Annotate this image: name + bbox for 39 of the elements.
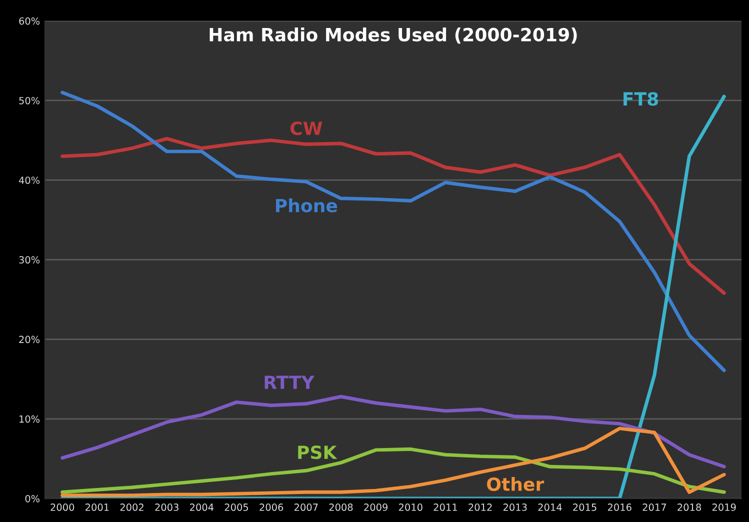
y-tick-label: 10% — [20, 415, 40, 423]
x-tick-label: 2018 — [678, 504, 701, 511]
y-tick-label: 40% — [18, 176, 40, 184]
line-series — [60, 426, 726, 498]
x-tick-label: 2005 — [224, 504, 248, 511]
x-tick-label: 2012 — [468, 504, 492, 511]
series-label: CW — [290, 122, 322, 136]
y-tick-label: 50% — [19, 96, 40, 104]
x-tick-label: 2019 — [712, 504, 736, 511]
x-tick-label: 2010 — [398, 504, 422, 511]
chart-title: Ham Radio Modes Used (2000-2019) — [210, 27, 577, 44]
x-tick-label: 2001 — [86, 504, 109, 511]
x-tick-label: 2017 — [642, 504, 666, 511]
x-tick-label: 2009 — [364, 504, 388, 511]
series-label: PSK — [298, 446, 338, 460]
y-tick-label: 60% — [19, 17, 40, 25]
y-tick-label: 30% — [19, 256, 40, 264]
x-tick-label: 2002 — [120, 504, 144, 511]
x-tick-label: 2000 — [50, 504, 74, 511]
y-tick-label: 20% — [19, 336, 40, 344]
line-series — [60, 394, 726, 468]
y-tick-label: 0% — [25, 494, 40, 502]
text: FT8 — [624, 92, 658, 106]
x-tick-label: 2007 — [294, 504, 318, 511]
x-tick-label: 2004 — [190, 504, 214, 511]
line-series — [60, 136, 726, 295]
x-tick-label: 2008 — [329, 504, 353, 511]
series-label: Phone — [276, 198, 338, 212]
x-tick-label: 2013 — [503, 504, 527, 511]
x-tick-label: 2003 — [155, 504, 178, 511]
x-tick-label: 2015 — [573, 504, 596, 511]
x-tick-label: 2014 — [538, 504, 562, 511]
x-tick-label: 2006 — [260, 504, 284, 511]
line-series — [60, 90, 726, 372]
x-tick-label: 2016 — [608, 504, 632, 511]
line-series — [60, 447, 726, 494]
series-label: RTTY — [264, 376, 315, 389]
series-label: Other — [487, 477, 544, 492]
x-tick-label: 2011 — [434, 504, 457, 511]
